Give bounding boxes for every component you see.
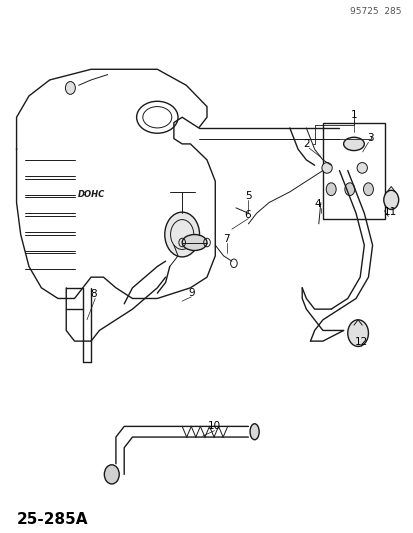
Text: 4: 4 <box>314 199 320 208</box>
Circle shape <box>344 183 354 196</box>
Ellipse shape <box>343 137 363 150</box>
Circle shape <box>104 465 119 484</box>
Text: DOHC: DOHC <box>77 190 104 199</box>
Bar <box>322 123 384 219</box>
Text: 10: 10 <box>207 422 221 431</box>
Text: 6: 6 <box>244 210 250 220</box>
Text: 1: 1 <box>350 110 356 119</box>
Circle shape <box>164 212 199 257</box>
Circle shape <box>325 183 335 196</box>
Text: 12: 12 <box>354 337 367 347</box>
Circle shape <box>65 82 75 94</box>
Text: 11: 11 <box>382 207 396 217</box>
Circle shape <box>347 320 368 346</box>
Text: 7: 7 <box>223 234 230 244</box>
Ellipse shape <box>182 235 206 251</box>
Text: 95725  285: 95725 285 <box>349 7 401 16</box>
Circle shape <box>383 190 398 209</box>
Circle shape <box>363 183 373 196</box>
Ellipse shape <box>249 424 259 440</box>
Text: 9: 9 <box>188 288 194 298</box>
Text: 2: 2 <box>302 139 309 149</box>
Text: 25-285A: 25-285A <box>17 512 88 527</box>
Ellipse shape <box>356 163 367 173</box>
Text: 8: 8 <box>90 289 96 299</box>
Text: 3: 3 <box>366 133 373 142</box>
Text: 5: 5 <box>244 191 251 201</box>
Ellipse shape <box>321 163 331 173</box>
